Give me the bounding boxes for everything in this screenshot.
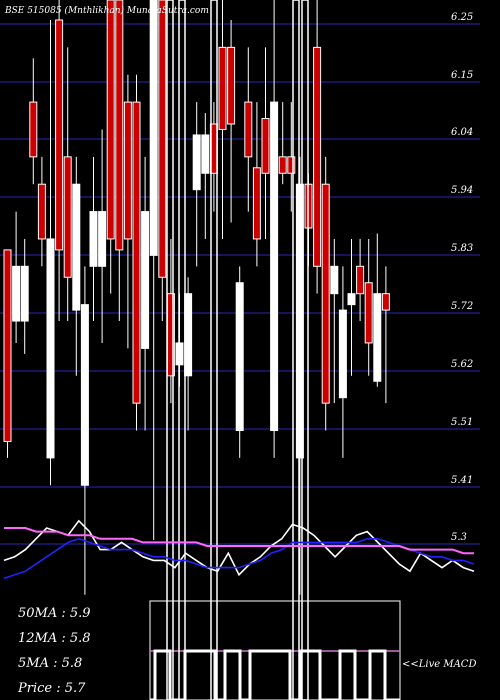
candle-bullish: [72, 183, 81, 311]
long-candle-body: [166, 0, 174, 700]
candle-bullish: [80, 304, 89, 486]
long-candle-body: [210, 0, 218, 700]
candle-bearish: [252, 167, 261, 240]
price-axis-ticks: 6.25 6.15 6.04 5.94 5.83 5.72 5.62 5.51 5.41 5.3: [451, 12, 473, 543]
y-tick-label: 5.72: [451, 301, 473, 312]
y-tick-label: 5.3: [451, 532, 467, 543]
y-tick-label: 5.94: [451, 185, 473, 196]
candle-bearish: [313, 46, 322, 267]
candle-bullish: [201, 134, 210, 174]
candle-bullish: [12, 265, 21, 322]
candle-bearish: [364, 282, 373, 344]
macd-panel: [149, 600, 401, 700]
y-tick-label: 6.15: [451, 70, 473, 81]
candle-bearish: [3, 249, 12, 442]
macd-label: <<Live MACD: [402, 659, 476, 670]
ma-line-12ma: [3, 537, 475, 580]
candle-bearish: [132, 101, 141, 404]
y-tick-label: 5.83: [451, 243, 473, 254]
y-tick-label: 6.04: [451, 127, 473, 138]
candle-bearish: [321, 183, 330, 404]
long-candle-body: [292, 0, 300, 700]
legend-5ma: 5MA : 5.8: [18, 656, 82, 671]
ma-line-5ma: [3, 519, 475, 577]
candle-bearish: [29, 101, 38, 158]
candle-bearish: [356, 265, 365, 295]
candle-bearish: [55, 19, 64, 251]
candle-bullish: [20, 265, 29, 322]
candle-bullish: [192, 134, 201, 191]
candle-bearish: [218, 46, 227, 130]
candle-bullish: [98, 211, 107, 267]
candle-bearish: [37, 183, 46, 240]
legend-50ma: 50MA : 5.9: [18, 606, 91, 621]
candle-bullish: [373, 293, 382, 382]
y-tick-label: 5.41: [451, 475, 473, 486]
candle-bearish: [63, 156, 72, 278]
candle-bearish: [244, 101, 253, 158]
candle-bearish: [106, 0, 115, 240]
candle-bullish: [347, 293, 356, 306]
candle-bullish: [270, 101, 279, 432]
candle-bullish: [338, 309, 347, 399]
candle-bullish: [235, 282, 244, 432]
candle-bearish: [287, 156, 296, 174]
y-tick-label: 6.25: [451, 12, 473, 23]
candle-bearish: [261, 118, 270, 174]
legend-price: Price : 5.7: [17, 681, 86, 696]
candle-bullish: [141, 211, 150, 349]
long-candle-body: [301, 0, 309, 700]
ma-line-50ma: [4, 527, 474, 555]
legend-12ma: 12MA : 5.8: [18, 631, 91, 646]
candle-bearish: [278, 156, 287, 174]
chart-title: BSE 515085 (Mnthlikhan) MunafaSutra.com: [4, 5, 209, 16]
candle-bullish: [89, 211, 98, 267]
candle-bearish: [158, 0, 167, 278]
candle-bearish: [115, 0, 124, 251]
y-tick-label: 5.62: [451, 359, 473, 370]
y-tick-label: 5.51: [451, 417, 473, 428]
macd-histogram-line: [150, 649, 400, 700]
candle-bullish: [149, 0, 158, 256]
long-candle-body: [178, 0, 186, 700]
candle-bullish: [295, 183, 304, 459]
candle-bearish: [381, 293, 390, 311]
candle-bullish: [330, 265, 339, 295]
candlesticks: [3, 0, 390, 700]
candle-bullish: [46, 238, 55, 459]
candle-bearish: [227, 46, 236, 125]
moving-average-lines: [3, 519, 475, 580]
candle-bearish: [123, 101, 132, 240]
